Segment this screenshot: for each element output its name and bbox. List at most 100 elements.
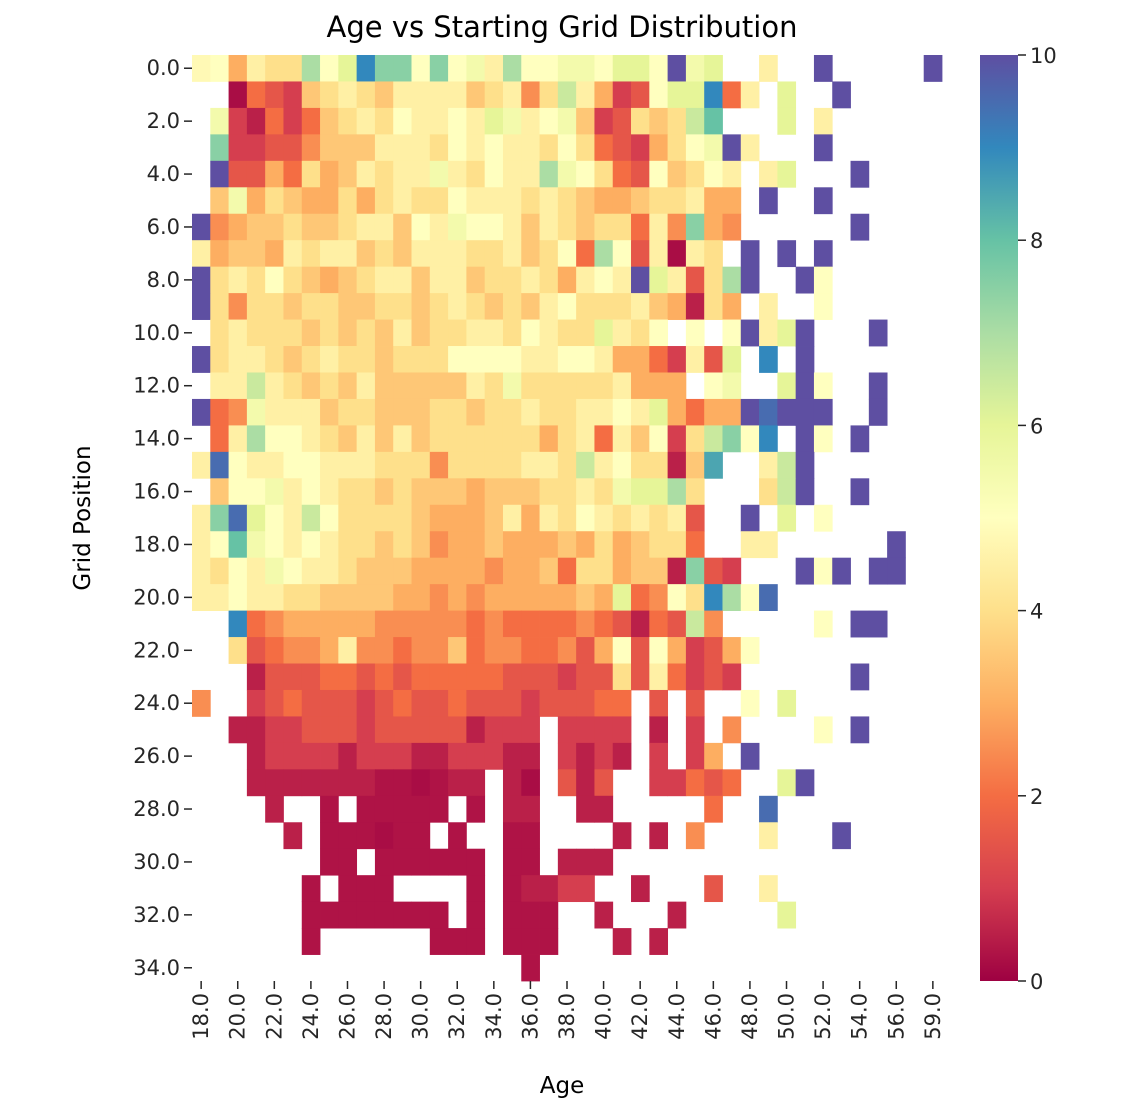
heatmap-cell <box>429 134 449 162</box>
heatmap-cell <box>667 55 687 82</box>
heatmap-cell <box>667 293 687 320</box>
heatmap-cell <box>448 398 467 426</box>
heatmap-cell <box>466 187 486 215</box>
heatmap-cell <box>539 928 559 955</box>
heatmap-cell <box>612 822 632 850</box>
heatmap-cell <box>228 134 248 162</box>
heatmap-cell <box>576 346 595 373</box>
heatmap-cell <box>246 187 266 215</box>
heatmap-cell <box>557 848 577 876</box>
heatmap-cell <box>813 266 833 294</box>
heatmap-cell <box>576 319 595 347</box>
heatmap-cell <box>777 398 797 426</box>
heatmap-cells <box>192 55 943 982</box>
heatmap-cell <box>612 187 632 215</box>
heatmap-cell <box>301 689 321 717</box>
heatmap-cell <box>411 742 431 770</box>
heatmap-cell <box>649 663 669 691</box>
heatmap-cell <box>521 504 540 532</box>
heatmap-cell <box>539 398 559 426</box>
heatmap-cell <box>411 689 431 717</box>
heatmap-cell <box>338 901 358 929</box>
heatmap-cell <box>576 795 595 823</box>
heatmap-cell <box>612 55 632 82</box>
heatmap-cell <box>521 822 540 850</box>
heatmap-cell <box>411 663 431 691</box>
heatmap-cell <box>466 901 486 929</box>
heatmap-cell <box>484 398 504 426</box>
heatmap-cell <box>649 689 669 717</box>
heatmap-cell <box>265 689 284 717</box>
heatmap-cell <box>521 81 540 109</box>
heatmap-cell <box>429 266 449 294</box>
heatmap-cell <box>777 240 797 268</box>
heatmap-cell <box>740 81 760 109</box>
heatmap-cell <box>704 81 723 109</box>
heatmap-cell <box>411 160 431 188</box>
heatmap-cell <box>813 134 833 162</box>
heatmap-cell <box>521 346 540 373</box>
heatmap-cell <box>740 398 760 426</box>
heatmap-cell <box>228 293 248 320</box>
heatmap-cell <box>374 81 394 109</box>
heatmap-cell <box>484 372 504 400</box>
heatmap-cell <box>466 689 486 717</box>
heatmap-cell <box>667 160 687 188</box>
heatmap-cell <box>704 795 723 823</box>
heatmap-cell <box>704 372 723 400</box>
heatmap-cell <box>192 689 211 717</box>
heatmap-cell <box>631 875 650 903</box>
heatmap-cell <box>338 213 358 241</box>
heatmap-cell <box>338 716 358 744</box>
heatmap-cell <box>265 584 284 611</box>
heatmap-cell <box>795 425 815 453</box>
heatmap-cell <box>356 769 376 797</box>
heatmap-cell <box>374 584 394 611</box>
heatmap-cell <box>484 107 504 135</box>
heatmap-cell <box>887 531 906 559</box>
heatmap-cell <box>374 187 394 215</box>
heatmap-cell <box>466 160 486 188</box>
heatmap-cell <box>448 187 467 215</box>
heatmap-cell <box>338 875 358 903</box>
heatmap-cell <box>466 134 486 162</box>
heatmap-cell <box>484 55 504 82</box>
heatmap-cell <box>466 478 486 506</box>
heatmap-cell <box>502 557 522 585</box>
heatmap-cell <box>576 769 595 797</box>
heatmap-cell <box>521 425 540 453</box>
heatmap-cell <box>685 584 705 611</box>
x-axis-label: Age <box>540 1073 584 1099</box>
heatmap-cell <box>813 557 833 585</box>
heatmap-cell <box>393 637 412 664</box>
heatmap-cell <box>667 398 687 426</box>
heatmap-cell <box>612 610 632 638</box>
heatmap-cell <box>393 742 412 770</box>
heatmap-cell <box>411 107 431 135</box>
y-tick-label: 10.0 <box>133 321 180 345</box>
heatmap-cell <box>649 107 669 135</box>
heatmap-cell <box>356 637 376 664</box>
heatmap-cell <box>411 610 431 638</box>
heatmap-cell <box>301 160 321 188</box>
heatmap-cell <box>594 372 614 400</box>
heatmap-cell <box>667 769 687 797</box>
heatmap-cell <box>539 266 559 294</box>
heatmap-cell <box>850 716 870 744</box>
heatmap-cell <box>246 134 266 162</box>
heatmap-cell <box>265 187 284 215</box>
heatmap-cell <box>832 557 851 585</box>
heatmap-cell <box>246 716 266 744</box>
heatmap-cell <box>283 240 303 268</box>
heatmap-cell <box>649 425 669 453</box>
heatmap-cell <box>612 134 632 162</box>
heatmap-cell <box>539 134 559 162</box>
heatmap-cell <box>521 266 540 294</box>
heatmap-cell <box>466 610 486 638</box>
heatmap-cell <box>265 610 284 638</box>
heatmap-cell <box>338 107 358 135</box>
heatmap-cell <box>210 187 229 215</box>
heatmap-cell <box>374 160 394 188</box>
heatmap-cell <box>228 531 248 559</box>
heatmap-cell <box>722 213 742 241</box>
